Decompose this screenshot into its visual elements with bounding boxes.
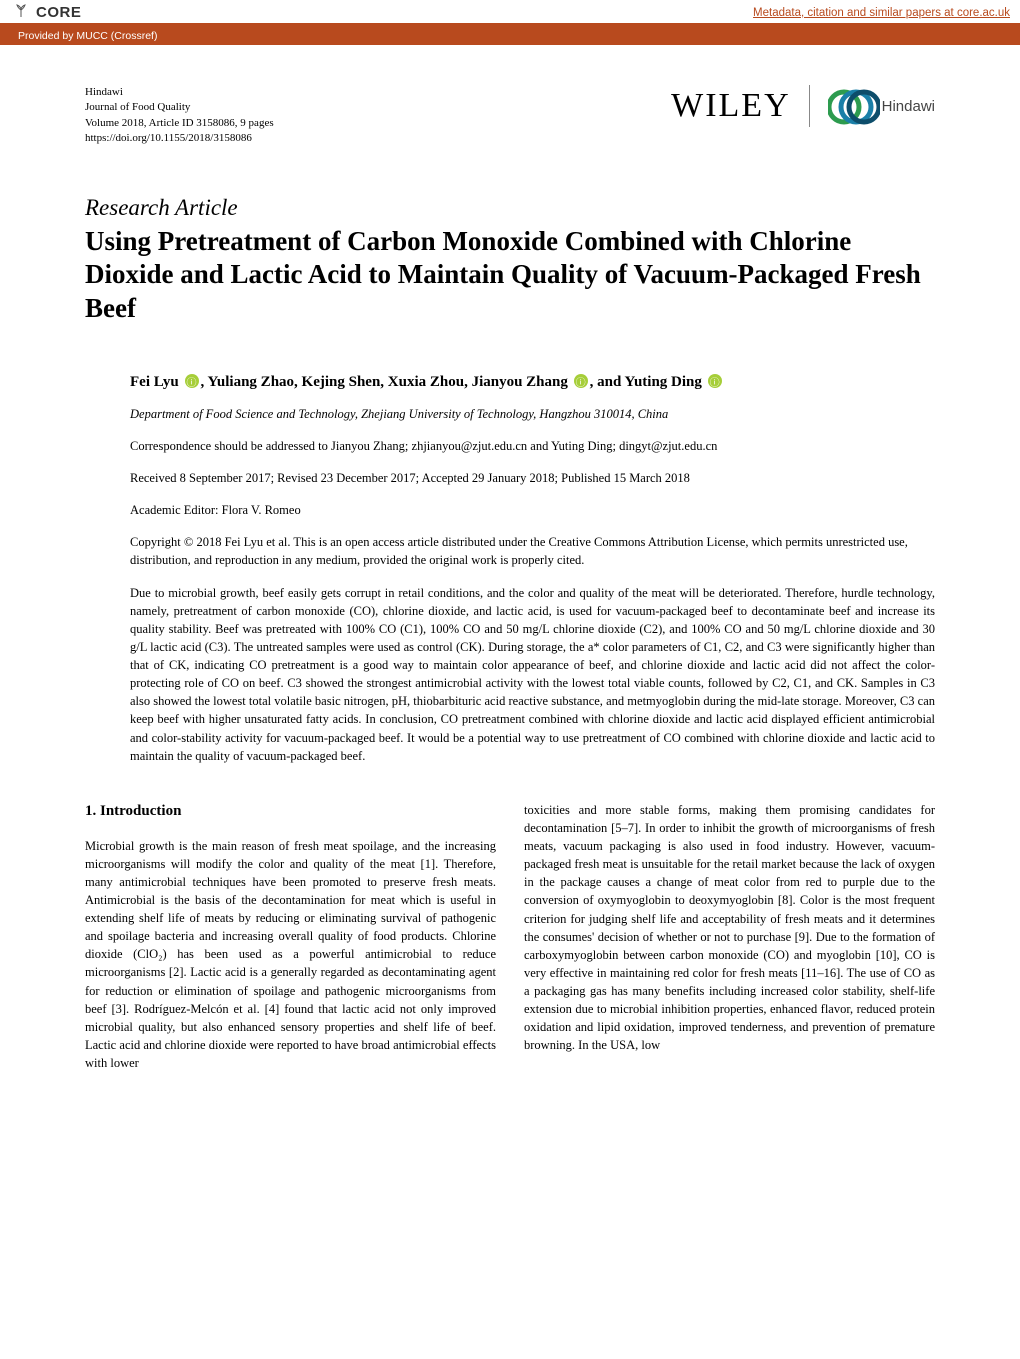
core-metadata-link[interactable]: Metadata, citation and similar papers at… — [753, 7, 1010, 19]
publisher-logos: WILEY Hindawi — [671, 85, 935, 127]
affiliation: Department of Food Science and Technolog… — [130, 405, 935, 423]
column-left-text: Microbial growth is the main reason of f… — [85, 837, 496, 1073]
column-right-text: toxicities and more stable forms, making… — [524, 801, 935, 1055]
core-banner: CORE Metadata, citation and similar pape… — [0, 0, 1020, 27]
doi-line: https://doi.org/10.1155/2018/3158086 — [85, 131, 274, 146]
authors-middle: , Yuliang Zhao, Kejing Shen, Xuxia Zhou,… — [201, 374, 568, 390]
core-logo-text: CORE — [36, 4, 81, 21]
author-list: Fei Lyu , Yuliang Zhao, Kejing Shen, Xux… — [130, 374, 935, 391]
column-right: toxicities and more stable forms, making… — [524, 801, 935, 1072]
article-title: Using Pretreatment of Carbon Monoxide Co… — [85, 225, 935, 326]
copyright-notice: Copyright © 2018 Fei Lyu et al. This is … — [130, 533, 935, 569]
correspondence: Correspondence should be addressed to Ji… — [130, 437, 935, 455]
wiley-logo: WILEY — [671, 87, 791, 125]
author-1: Fei Lyu — [130, 374, 179, 390]
article-dates: Received 8 September 2017; Revised 23 De… — [130, 469, 935, 487]
body-columns: 1. Introduction Microbial growth is the … — [85, 801, 935, 1072]
hindawi-circles-icon — [828, 86, 876, 126]
orcid-icon[interactable] — [708, 374, 722, 388]
orcid-icon[interactable] — [185, 374, 199, 388]
orcid-icon[interactable] — [574, 374, 588, 388]
publication-metadata: Hindawi Journal of Food Quality Volume 2… — [85, 85, 274, 147]
journal-name: Journal of Food Quality — [85, 100, 274, 115]
logo-divider — [809, 85, 810, 127]
publisher-name: Hindawi — [85, 85, 274, 100]
core-sub-banner: Provided by MUCC (Crossref) — [0, 27, 1020, 45]
section-heading-1: 1. Introduction — [85, 801, 496, 823]
core-banner-left: CORE — [14, 4, 81, 21]
authors-last: , and Yuting Ding — [590, 374, 702, 390]
header-row: Hindawi Journal of Food Quality Volume 2… — [85, 85, 935, 147]
hindawi-logo-block: Hindawi — [828, 86, 935, 126]
article-type: Research Article — [85, 195, 935, 221]
column-left: 1. Introduction Microbial growth is the … — [85, 801, 496, 1072]
page-content: Hindawi Journal of Food Quality Volume 2… — [0, 45, 1020, 1102]
hindawi-text: Hindawi — [882, 98, 935, 115]
abstract: Due to microbial growth, beef easily get… — [130, 584, 935, 765]
academic-editor: Academic Editor: Flora V. Romeo — [130, 501, 935, 519]
volume-line: Volume 2018, Article ID 3158086, 9 pages — [85, 116, 274, 131]
core-seedling-icon — [14, 4, 28, 21]
